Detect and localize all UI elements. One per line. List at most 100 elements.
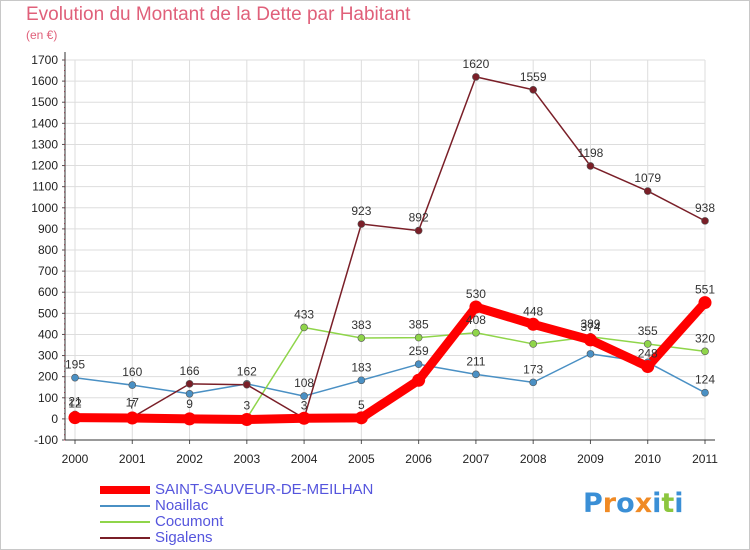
series-lines [74, 76, 709, 425]
line-chart: -100 0 100 200 300 400 500 600 700 800 900 1000 1100… [31, 52, 718, 466]
data-label: 1620 [463, 57, 490, 71]
data-label: 433 [294, 307, 314, 321]
data-point [472, 73, 480, 81]
data-point [297, 411, 311, 425]
data-point [586, 350, 595, 358]
y-tick-label: 1700 [31, 53, 58, 67]
y-tick-label: 200 [38, 370, 58, 384]
chart-unit-label: (en €) [26, 28, 58, 42]
data-label: 5 [358, 398, 365, 412]
axes: -100 0 100 200 300 400 500 600 700 800 900 1000 1100… [31, 52, 718, 466]
data-point [183, 412, 197, 426]
data-label: 1559 [520, 70, 547, 84]
x-tick-label: 2010 [634, 452, 661, 466]
logo-letter: r [602, 488, 617, 519]
y-tick-label: 1600 [31, 74, 58, 88]
y-tick-label: 400 [38, 327, 58, 341]
data-point [414, 360, 423, 369]
data-point [472, 328, 480, 337]
logo-letter: o [616, 488, 635, 519]
data-labels: 195 160 108 183 259 211 173 124 21 17 9 3 433 383 385 4… [65, 57, 715, 412]
data-point [354, 411, 368, 425]
legend-swatch [100, 521, 150, 523]
y-tick-label: 100 [38, 391, 58, 405]
y-tick-label: 600 [38, 285, 58, 299]
data-label: 166 [180, 364, 200, 378]
data-point [300, 392, 308, 400]
data-label: 448 [523, 304, 543, 318]
x-tick-label: 2007 [463, 452, 490, 466]
data-label: 259 [409, 344, 429, 358]
legend-swatch [100, 505, 150, 507]
data-point [243, 380, 251, 389]
data-label: 124 [695, 373, 715, 387]
logo-letter: i [652, 488, 662, 519]
data-label: 7 [129, 397, 136, 411]
x-tick-label: 2002 [176, 452, 203, 466]
grid [65, 59, 706, 441]
data-label: 183 [351, 360, 371, 374]
legend-label: Noaillac [155, 497, 209, 514]
data-point [414, 226, 423, 235]
data-label: 211 [466, 354, 485, 368]
y-tick-label: 700 [38, 264, 58, 278]
data-point [643, 340, 652, 348]
y-tick-label: 1300 [31, 137, 58, 151]
data-point [357, 376, 366, 385]
y-tick-label: 1000 [31, 201, 58, 215]
data-point [583, 333, 597, 347]
y-tick-label: 1400 [31, 116, 58, 130]
x-tick-label: 2001 [119, 452, 146, 466]
data-label: 374 [580, 320, 600, 334]
series-line-noaillac [74, 353, 706, 397]
data-label: 17 [126, 395, 140, 409]
data-label: 938 [695, 201, 715, 215]
y-tick-label: 300 [38, 349, 58, 363]
x-tick-label: 2008 [520, 452, 547, 466]
data-point [185, 380, 194, 388]
y-tick-label: -100 [34, 433, 58, 447]
data-label: 160 [122, 365, 142, 379]
data-label: 320 [695, 331, 715, 345]
series-line-saint-sauveur-de-meilhan [74, 299, 709, 425]
data-label: 355 [638, 324, 658, 338]
x-tick-label: 2006 [405, 452, 432, 466]
data-label: 162 [237, 365, 257, 379]
data-label: 408 [466, 313, 486, 327]
x-tick-label: 2004 [291, 452, 318, 466]
data-point [701, 347, 709, 356]
data-label: 3 [243, 398, 250, 412]
data-label: 173 [523, 362, 543, 376]
data-point [586, 162, 595, 170]
y-tick-label: 800 [38, 243, 58, 257]
data-label: 923 [351, 204, 371, 218]
data-point [300, 323, 308, 332]
data-label: 383 [351, 318, 371, 332]
y-tick-label: 0 [51, 412, 58, 426]
data-label: 12 [68, 396, 82, 410]
chart-title: Evolution du Montant de la Dette par Hab… [26, 4, 411, 25]
data-label: 195 [65, 358, 85, 372]
data-point [701, 388, 709, 397]
data-label: 1198 [578, 146, 604, 160]
data-point [357, 220, 366, 228]
data-point [472, 370, 480, 379]
data-point [526, 317, 540, 331]
x-tick-label: 2000 [62, 452, 89, 466]
data-label: 9 [186, 397, 193, 411]
x-tick-label: 2011 [692, 452, 718, 466]
legend-swatch [100, 486, 150, 494]
proxiti-logo: Proxiti [583, 488, 684, 519]
data-point [701, 217, 709, 225]
data-point [125, 411, 139, 425]
data-label: 385 [409, 318, 429, 332]
logo-letter: t [661, 488, 675, 519]
data-label: 530 [466, 287, 486, 301]
data-point [643, 187, 652, 195]
y-tick-label: 900 [38, 222, 58, 236]
data-label: 21 [68, 394, 82, 408]
data-label: 389 [580, 317, 600, 331]
legend-swatch [100, 537, 150, 539]
data-point [128, 381, 137, 389]
logo-letter: x [634, 488, 653, 519]
